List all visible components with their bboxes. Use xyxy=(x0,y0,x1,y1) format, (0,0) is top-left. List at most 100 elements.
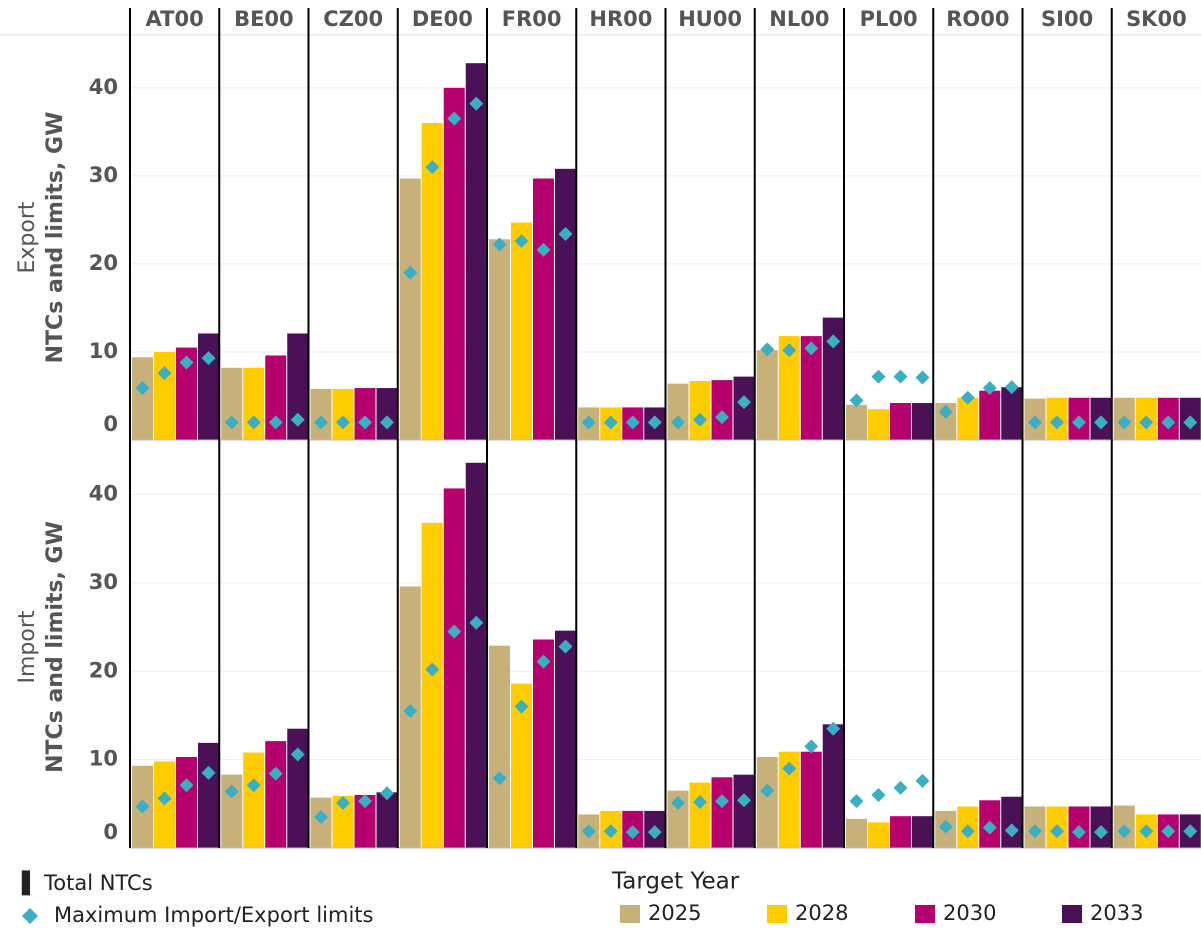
bar xyxy=(421,522,443,848)
category-label: PL00 xyxy=(860,7,918,31)
bar xyxy=(489,645,510,848)
bar xyxy=(555,630,576,848)
limit-marker xyxy=(290,412,305,427)
limit-marker xyxy=(492,771,507,786)
limit-marker xyxy=(358,415,372,430)
y-tick-label: 30 xyxy=(89,163,118,187)
bar xyxy=(912,403,933,440)
limit-marker xyxy=(558,226,573,241)
limit-marker xyxy=(558,639,573,654)
limit-marker xyxy=(268,415,283,430)
legend-label: 2025 xyxy=(648,901,701,925)
bar xyxy=(1001,796,1023,848)
limit-marker xyxy=(1028,415,1042,430)
bar xyxy=(489,239,510,440)
limit-marker xyxy=(826,334,841,349)
legend-title: Target Year xyxy=(611,869,740,895)
bar xyxy=(265,355,287,440)
bar xyxy=(733,774,755,848)
bar xyxy=(778,336,800,440)
limit-marker xyxy=(893,369,908,384)
bar xyxy=(465,462,487,848)
y-axis-label: NTCs and limits, GW xyxy=(43,112,68,364)
y-tick-label: 30 xyxy=(89,570,118,594)
category-label: SK00 xyxy=(1126,7,1187,31)
legend-label: 2028 xyxy=(795,901,848,925)
bar xyxy=(555,168,576,440)
limit-marker xyxy=(715,410,729,425)
limit-marker xyxy=(871,787,886,802)
bar xyxy=(868,409,889,440)
limit-marker xyxy=(1004,823,1019,838)
bar xyxy=(332,388,354,440)
bar xyxy=(711,777,733,848)
limit-marker xyxy=(603,415,618,430)
limit-marker xyxy=(1050,824,1064,839)
limit-marker xyxy=(693,795,707,810)
category-label: SI00 xyxy=(1041,7,1093,31)
bar xyxy=(465,63,487,440)
limit-marker xyxy=(581,415,596,430)
bar xyxy=(376,792,398,848)
bar xyxy=(756,756,778,848)
y-tick-label: 0 xyxy=(103,412,118,436)
limit-marker xyxy=(1139,824,1154,839)
bar-legend: Total NTCs xyxy=(43,871,153,895)
bar xyxy=(533,178,554,440)
limit-marker xyxy=(201,351,216,366)
category-label: BE00 xyxy=(234,7,294,31)
y-tick-label: 20 xyxy=(89,251,118,275)
limit-marker xyxy=(849,794,864,809)
bar xyxy=(287,728,309,848)
limit-marker xyxy=(1094,825,1108,840)
limit-marker xyxy=(782,343,797,358)
limit-marker xyxy=(938,819,953,834)
limit-marker xyxy=(447,624,462,639)
limit-marker xyxy=(915,370,930,385)
category-label: DE00 xyxy=(412,7,473,31)
limit-marker xyxy=(1028,824,1042,839)
marker-legend-icon xyxy=(22,908,38,924)
limit-marker xyxy=(1072,415,1086,430)
limit-marker xyxy=(403,704,418,719)
panel-label: Import xyxy=(15,610,40,683)
category-label: NL00 xyxy=(769,7,829,31)
bar xyxy=(354,794,376,848)
legend-label: 2030 xyxy=(943,901,996,925)
bar xyxy=(243,752,265,848)
y-tick-label: 0 xyxy=(103,820,118,844)
limit-marker xyxy=(246,778,261,793)
bar xyxy=(376,388,398,440)
y-axis-label: NTCs and limits, GW xyxy=(43,521,68,773)
limit-marker xyxy=(647,415,662,430)
y-tick-label: 10 xyxy=(89,339,118,363)
category-label: RO00 xyxy=(946,7,1009,31)
limit-marker xyxy=(224,415,239,430)
y-tick-label: 40 xyxy=(89,482,118,506)
bar xyxy=(711,380,733,440)
bar xyxy=(399,178,421,440)
limit-marker xyxy=(1094,415,1108,430)
bar xyxy=(176,347,197,440)
limit-marker xyxy=(849,393,864,408)
marker-legend: Maximum Import/Export limits xyxy=(54,903,373,927)
limit-marker xyxy=(425,160,440,175)
bar xyxy=(198,742,219,848)
bar xyxy=(957,397,979,440)
category-label: HR00 xyxy=(589,7,652,31)
y-tick-label: 20 xyxy=(89,658,118,682)
bar xyxy=(689,782,711,848)
limit-marker xyxy=(358,794,372,809)
limit-marker xyxy=(826,721,841,736)
bar xyxy=(890,816,911,848)
limit-marker xyxy=(179,355,194,370)
limit-marker xyxy=(536,242,551,257)
bar xyxy=(443,87,465,441)
bar xyxy=(154,351,175,440)
limit-marker xyxy=(268,766,283,781)
bar xyxy=(979,390,1001,440)
bar xyxy=(511,222,532,440)
limit-marker xyxy=(1117,415,1132,430)
bar xyxy=(846,818,867,848)
bar xyxy=(667,383,689,440)
